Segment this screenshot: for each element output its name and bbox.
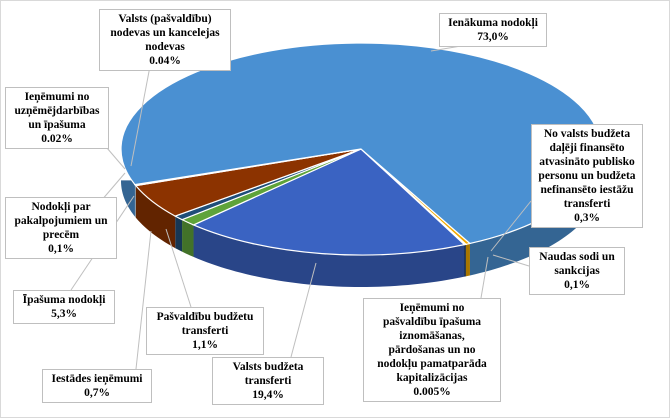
leader-line	[490, 200, 532, 252]
slice-side	[464, 244, 466, 277]
leader-line	[165, 228, 192, 308]
slice-side	[135, 184, 136, 218]
pie-slice	[192, 148, 466, 256]
data-label-line: transferti	[563, 198, 611, 210]
data-label-line: 1,1%	[192, 339, 218, 351]
data-label-line: 19,4%	[252, 389, 284, 401]
data-label-line: 0,7%	[84, 387, 110, 399]
data-label-line: 0.04%	[149, 55, 181, 67]
data-label-line: Īpašuma nodokļi	[22, 294, 106, 306]
data-label: Nodokļi par pakalpojumiem un precēm 0,1%	[5, 197, 117, 259]
data-label-line: 0,1%	[48, 243, 74, 255]
data-label: Pašvaldību budžetu transferti 1,1%	[146, 307, 264, 355]
data-label-line: sankcijas	[554, 265, 600, 277]
slice-side	[182, 219, 194, 257]
data-label-line: transferti	[244, 375, 292, 387]
data-label-line: nodevas	[145, 41, 185, 53]
pie-tops	[120, 42, 602, 256]
data-label-line: 0,3%	[574, 212, 600, 224]
data-label: Ieņēmumi no pašvaldību īpašuma iznomāšanas…	[363, 298, 501, 402]
data-label-line: 5,3%	[51, 308, 77, 320]
data-label-line: un īpašuma	[28, 119, 86, 131]
data-label-line: pārdošanas un no	[388, 344, 476, 356]
data-label-line: Valsts budžeta	[232, 361, 304, 373]
data-label: Ieņēmumi no uzņēmējdarbības un īpašuma 0.02…	[5, 87, 109, 149]
data-label-line: pakalpojumiem un	[14, 215, 108, 227]
data-label: Valsts budžeta transferti 19,4%	[212, 357, 324, 405]
data-label: Naudas sodi un sankcijas 0,1%	[529, 247, 625, 295]
leader-line	[135, 230, 152, 370]
data-label-line: Naudas sodi un	[539, 251, 615, 263]
data-label-line: 0.02%	[41, 133, 73, 145]
slice-side	[175, 216, 183, 252]
data-label-line: Pašvaldību budžetu	[156, 311, 254, 323]
data-label-line: Nodokļi par	[31, 201, 91, 213]
leader-line	[130, 60, 152, 167]
data-label-line: daļēji finansēto	[549, 142, 625, 154]
slice-side	[465, 243, 470, 277]
data-label-line: precēm	[42, 229, 80, 241]
data-label-line: nodevas un kancelejas	[110, 27, 220, 39]
leader-line	[492, 254, 530, 267]
slice-side	[135, 185, 176, 249]
data-label-line: 0.005%	[413, 386, 451, 398]
data-label-line: pašvaldību īpašuma	[382, 316, 482, 328]
data-label-line: Ienākuma nodokļi	[448, 17, 538, 29]
data-label: Ienākuma nodokļi 73,0%	[439, 13, 547, 47]
data-label: No valsts budžeta daļēji finansēto atvasin…	[531, 124, 643, 228]
data-label-line: Iestādes ieņēmumi	[51, 373, 143, 385]
data-label-line: Valsts (pašvaldību)	[118, 13, 212, 25]
slice-side	[193, 224, 465, 287]
leader-line	[100, 172, 126, 202]
data-label-line: Ieņēmumi no	[24, 91, 90, 103]
data-label-line: transferti	[181, 325, 229, 337]
leader-line	[480, 256, 489, 299]
data-label-line: iznomāšanas,	[399, 330, 465, 342]
data-label-line: personu un budžeta	[538, 170, 636, 182]
data-label-line: uzņēmējdarbības	[14, 105, 100, 117]
data-label-line: nefinansēto iestāžu	[540, 184, 634, 196]
data-label-line: No valsts budžeta	[543, 128, 631, 140]
data-label-line: 0,1%	[564, 279, 590, 291]
data-label-line: nodokļu pamatparāda	[377, 358, 487, 370]
data-label: Iestādes ieņēmumi 0,7%	[42, 369, 152, 403]
data-label: Īpašuma nodokļi 5,3%	[13, 290, 115, 324]
data-label-line: kapitalizācijas	[396, 372, 468, 384]
leader-line	[290, 262, 317, 358]
data-label-line: Ieņēmumi no	[399, 302, 465, 314]
data-label-line: atvasināto publisko	[539, 156, 635, 168]
data-label: Valsts (pašvaldību) nodevas un kancelejas…	[99, 9, 231, 71]
data-label-line: 73,0%	[477, 31, 509, 43]
